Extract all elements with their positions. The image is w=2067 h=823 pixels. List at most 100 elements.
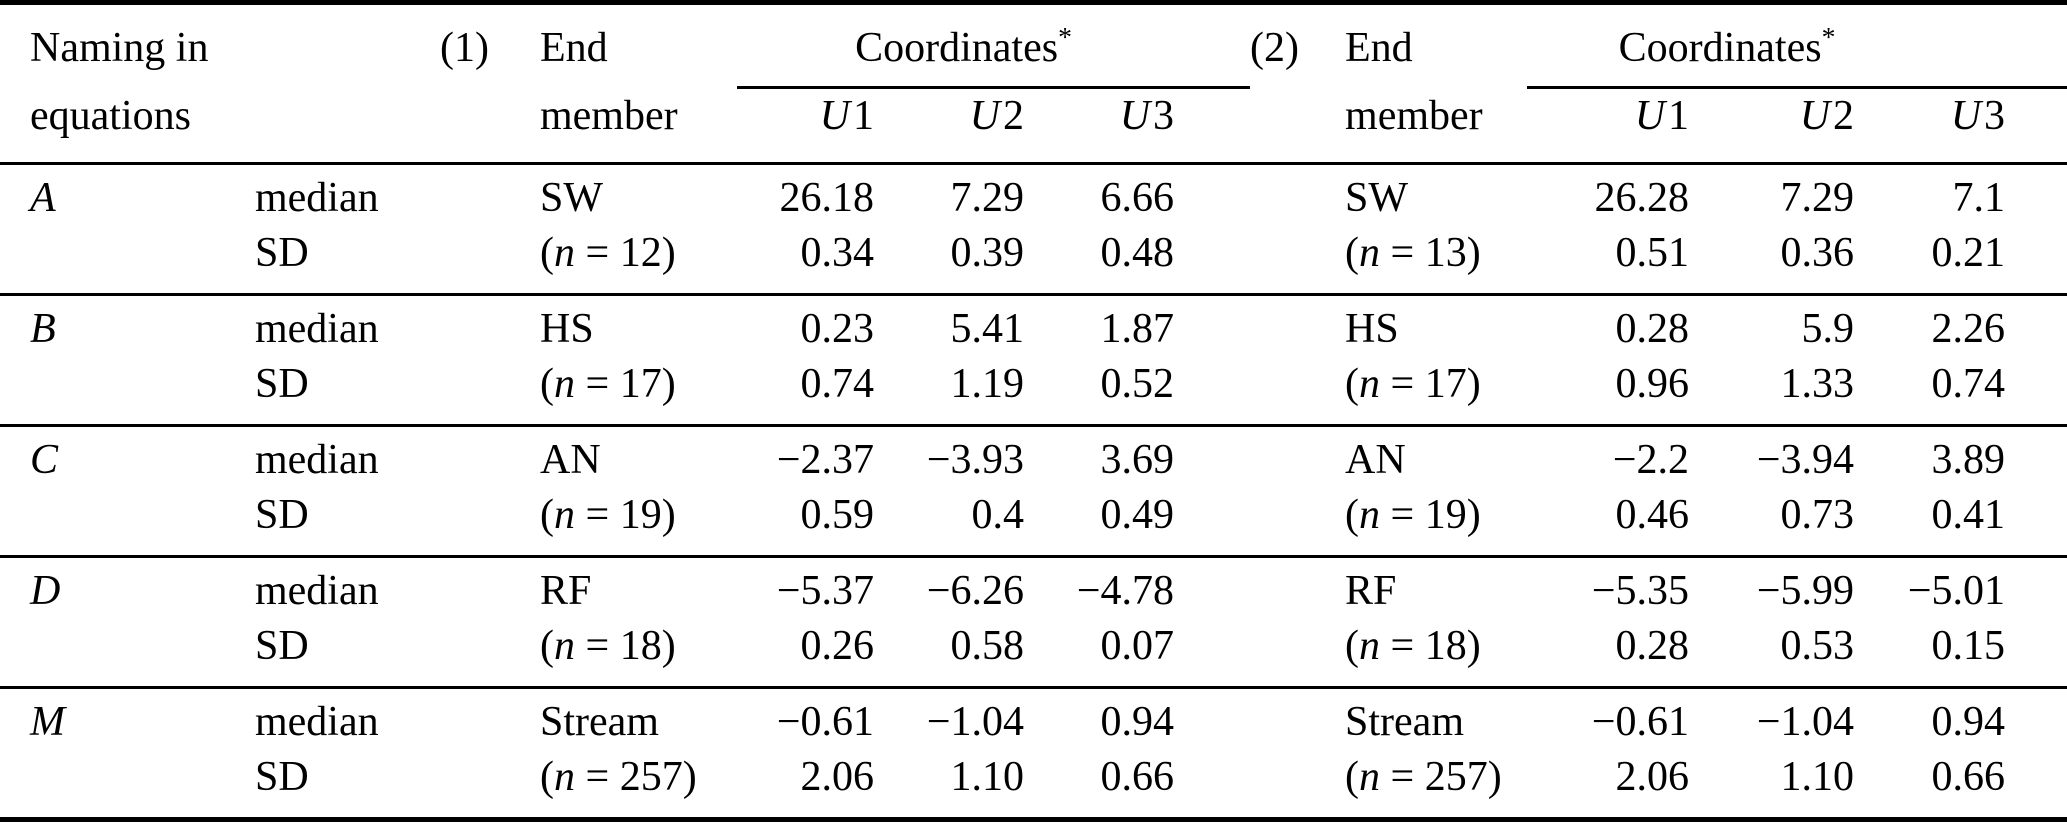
n-variable: n	[554, 361, 575, 407]
table-row: SD (n = 18) 0.26 0.58 0.07 (n = 18) 0.28…	[0, 619, 2067, 688]
n-variable: n	[1359, 230, 1381, 276]
end-member-set2: SW	[1345, 175, 1409, 221]
empty-cell	[440, 488, 540, 557]
n-value: 19	[1424, 492, 1467, 538]
sample-size-set2: (n = 18)	[1345, 619, 1527, 688]
col-header-u1: U1	[1527, 87, 1696, 165]
equation-letter: C	[30, 437, 59, 483]
sample-size-set2: (n = 13)	[1345, 226, 1527, 295]
col-header-naming-line2: equations	[0, 87, 255, 165]
value-set2-sd-u1: 0.28	[1615, 623, 1690, 669]
value-set2-median-u1: −2.2	[1612, 437, 1690, 483]
empty-cell	[440, 619, 540, 688]
empty-cell	[440, 295, 540, 358]
value-set1-median-u2: 7.29	[950, 175, 1025, 221]
n-value: 12	[619, 230, 662, 276]
n-value: 18	[619, 623, 662, 669]
stat-label-median: median	[255, 699, 379, 745]
equals: =	[1380, 754, 1425, 800]
empty-cell	[255, 87, 440, 165]
value-set1-sd-u1: 0.74	[800, 361, 875, 407]
value-set2-median-u2: 5.9	[1801, 306, 1855, 352]
u-variable: U	[1950, 93, 1982, 139]
empty-cell	[1250, 164, 1345, 227]
value-set1-sd-u3: 0.52	[1100, 361, 1175, 407]
paren: (	[540, 623, 554, 669]
end-member-set1: RF	[540, 568, 592, 614]
u-variable: U	[819, 93, 850, 139]
value-set2-median-u3: −5.01	[1907, 568, 2006, 614]
col-header-endmember1-line1: End	[540, 25, 608, 71]
paren: (	[1345, 623, 1360, 669]
equals: =	[575, 361, 620, 407]
end-member-set1: HS	[540, 306, 594, 352]
table-row: SD (n = 17) 0.74 1.19 0.52 (n = 17) 0.96…	[0, 357, 2067, 426]
equals: =	[575, 754, 620, 800]
end-member-set2: Stream	[1345, 699, 1464, 745]
paren: (	[1345, 754, 1360, 800]
value-set2-sd-u1: 2.06	[1615, 754, 1690, 800]
value-set1-sd-u3: 0.66	[1100, 754, 1175, 800]
equation-name: C	[0, 426, 255, 489]
sample-size-set1: (n = 19)	[540, 488, 737, 557]
u-number: 3	[1984, 93, 2006, 139]
sample-size-set2: (n = 257)	[1345, 750, 1527, 820]
empty-cell	[440, 226, 540, 295]
sample-size-set2: (n = 17)	[1345, 357, 1527, 426]
header-row-2: equations member U1 U2 U3 member U1 U2 U…	[0, 87, 2067, 165]
empty-cell	[1250, 488, 1345, 557]
value-set1-sd-u1: 2.06	[800, 754, 875, 800]
value-set1-sd-u1: 0.26	[800, 623, 875, 669]
col-header-set2: (2)	[1250, 25, 1300, 71]
empty-cell	[1250, 619, 1345, 688]
col-header-endmember1-line2: member	[540, 87, 737, 165]
empty-cell	[440, 164, 540, 227]
value-set2-median-u1: −5.35	[1591, 568, 1690, 614]
n-variable: n	[1359, 361, 1381, 407]
value-set1-median-u2: 5.41	[950, 306, 1025, 352]
value-set1-median-u3: 3.69	[1100, 437, 1175, 483]
equals: =	[1380, 230, 1425, 276]
empty-cell	[440, 87, 540, 165]
value-set1-sd-u2: 0.58	[950, 623, 1025, 669]
value-set2-sd-u3: 0.74	[1931, 361, 2006, 407]
value-set1-median-u3: −4.78	[1076, 568, 1175, 614]
value-set1-median-u3: 6.66	[1100, 175, 1175, 221]
value-set1-sd-u2: 1.19	[950, 361, 1025, 407]
col-header-u2: U2	[1695, 87, 1861, 165]
equation-letter: D	[30, 568, 61, 614]
paren: )	[661, 492, 676, 538]
col-header-u3: U3	[1030, 87, 1251, 165]
col-header-coordinates-2: Coordinates*	[1527, 2, 2067, 89]
empty-cell	[1250, 426, 1345, 489]
coordinates-label: Coordinates	[1618, 25, 1822, 71]
col-header-endmember2-line2: member	[1345, 87, 1528, 165]
equation-letter: M	[30, 699, 65, 745]
n-variable: n	[1359, 492, 1381, 538]
value-set2-sd-u3: 0.41	[1931, 492, 2006, 538]
equation-letter: A	[30, 175, 56, 221]
n-value: 18	[1424, 623, 1467, 669]
paren: )	[661, 361, 676, 407]
paren: (	[1345, 230, 1360, 276]
stat-label-median: median	[255, 306, 379, 352]
coordinates-label: Coordinates	[855, 25, 1059, 71]
col-header-u2: U2	[880, 87, 1030, 165]
empty-cell	[440, 557, 540, 620]
paren: )	[661, 230, 676, 276]
table-row: SD (n = 257) 2.06 1.10 0.66 (n = 257) 2.…	[0, 750, 2067, 820]
value-set2-sd-u1: 0.96	[1615, 361, 1690, 407]
u-variable: U	[1634, 93, 1666, 139]
end-member-set2: HS	[1345, 306, 1399, 352]
n-variable: n	[554, 623, 575, 669]
header-row-1: Naming in (1) End Coordinates* (2) End C…	[0, 2, 2067, 89]
value-set2-sd-u3: 0.66	[1931, 754, 2006, 800]
stat-label-sd: SD	[255, 492, 309, 538]
value-set2-sd-u2: 0.36	[1780, 230, 1855, 276]
value-set1-sd-u1: 0.59	[800, 492, 875, 538]
empty-cell	[1250, 357, 1345, 426]
sample-size-set1: (n = 12)	[540, 226, 737, 295]
paren: )	[661, 623, 676, 669]
sample-size-set1: (n = 18)	[540, 619, 737, 688]
empty-cell	[0, 619, 255, 688]
